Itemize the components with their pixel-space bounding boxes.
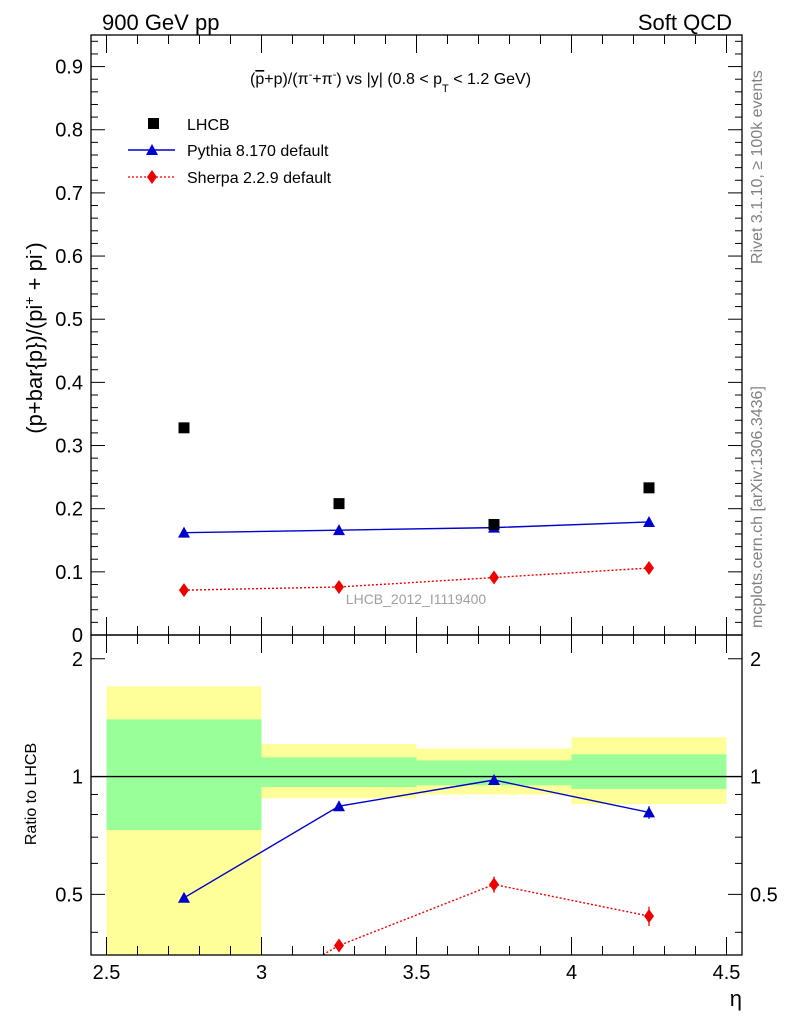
series-line-sherpa	[321, 883, 650, 955]
ratio-y-axis-label: Ratio to LHCB	[23, 743, 40, 845]
data-point-sherpa	[334, 580, 344, 594]
main-y-tick-label: 0.9	[55, 57, 83, 79]
x-tick-label: 3	[256, 962, 267, 984]
legend-label-pythia: Pythia 8.170 default	[187, 143, 329, 160]
rivet-version-text: Rivet 3.1.10, ≥ 100k events	[749, 70, 766, 264]
legend: LHCB Pythia 8.170 default Sherpa 2.2.9 d…	[128, 117, 332, 187]
main-y-axis-label: (p+bar{p})/(pi+ + pi-)	[21, 242, 47, 433]
header-left: 900 GeV pp	[102, 10, 219, 35]
series-line-pythia	[183, 779, 650, 899]
ratio-band-inner	[261, 757, 417, 788]
series-line-sherpa	[183, 567, 650, 591]
main-y-tick-label: 0.3	[55, 436, 83, 458]
legend-title: (p+p)/(π-+π-) vs |y| (0.8 < pT < 1.2 GeV…	[250, 69, 531, 95]
x-axis-label: η	[730, 986, 742, 1011]
main-y-tick-label: 0.4	[55, 372, 83, 394]
legend-marker-lhcb	[148, 118, 159, 129]
legend-marker-pythia	[146, 144, 158, 155]
ratio-band-inner	[571, 754, 727, 789]
data-point-lhcb	[178, 422, 190, 434]
legend-label-sherpa: Sherpa 2.2.9 default	[187, 170, 332, 187]
x-tick-label: 3.5	[403, 962, 431, 984]
data-point-pythia	[178, 526, 190, 538]
main-y-tick-label: 0.5	[55, 309, 83, 331]
x-tick-label: 4.5	[713, 962, 741, 984]
main-y-tick-label: 0.2	[55, 499, 83, 521]
data-point-pythia	[178, 891, 190, 903]
data-point-pythia	[488, 773, 500, 785]
data-point-pythia	[643, 806, 655, 818]
legend-marker-sherpa	[147, 170, 157, 184]
ratio-y-tick-label-right: 1	[750, 767, 761, 789]
x-tick-label: 4	[566, 962, 577, 984]
x-tick-label: 2.5	[93, 962, 121, 984]
data-point-pythia	[333, 524, 345, 536]
axes: 0 0.1 0.2 0.3 0.4 0.5 0.6 0.7 0.8 0.9 2.5 3 3.5 4 4.5 0…	[55, 34, 778, 984]
main-y-tick-label: 0.7	[55, 183, 83, 205]
data-point-pythia	[643, 515, 655, 527]
main-y-tick-label: 0	[72, 625, 83, 647]
header-right: Soft QCD	[638, 10, 732, 35]
data-point-lhcb	[333, 498, 345, 510]
data-point-sherpa	[489, 570, 499, 585]
ratio-y-tick-label: 2	[72, 649, 83, 671]
series-line-pythia	[183, 521, 650, 534]
data-point-lhcb	[488, 518, 500, 530]
data-point-sherpa	[489, 877, 499, 892]
ratio-band-inner	[106, 719, 262, 831]
main-y-tick-label: 0.6	[55, 246, 83, 268]
data-point-sherpa	[334, 938, 344, 953]
ratio-y-tick-label-right: 0.5	[750, 884, 778, 906]
mcplots-reference-text: mcplots.cern.ch [arXiv:1306.3436]	[749, 386, 766, 628]
data-point-lhcb	[643, 482, 655, 494]
main-y-tick-label: 0.1	[55, 562, 83, 584]
data-point-sherpa	[179, 583, 189, 598]
main-panel-marks	[178, 422, 655, 598]
ratio-panel-marks	[178, 773, 655, 955]
legend-label-lhcb: LHCB	[187, 117, 230, 134]
ratio-uncertainty-bands	[91, 686, 742, 955]
ratio-y-tick-label: 1	[72, 767, 83, 789]
data-point-sherpa	[644, 909, 654, 924]
main-y-tick-label: 0.8	[55, 120, 83, 142]
analysis-watermark: LHCB_2012_I1119400	[346, 591, 487, 607]
data-point-pythia	[333, 800, 345, 812]
ratio-y-tick-label: 0.5	[55, 884, 83, 906]
ratio-y-tick-label-right: 2	[750, 649, 761, 671]
data-point-sherpa	[644, 561, 654, 576]
